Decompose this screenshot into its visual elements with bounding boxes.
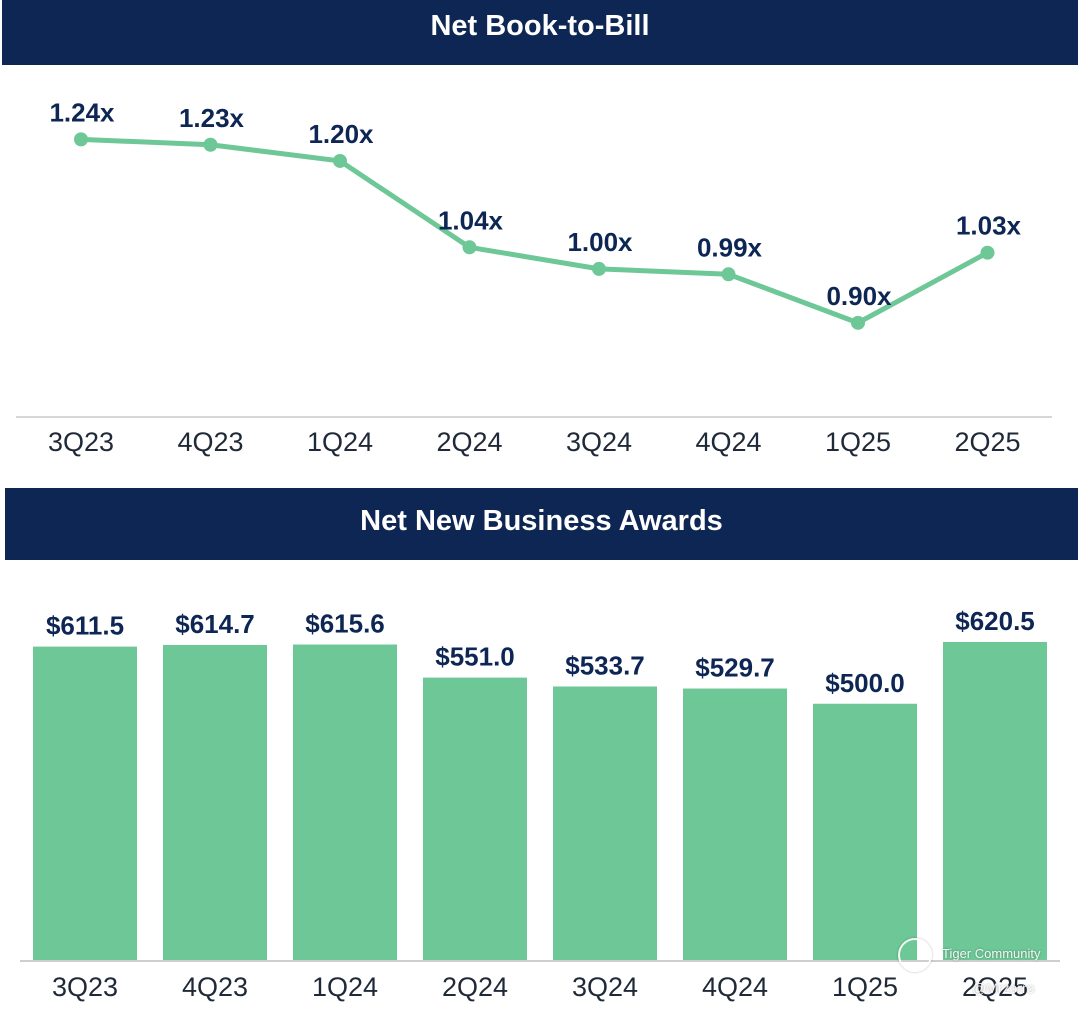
x-tick-label: 3Q23: [48, 427, 114, 457]
data-point: [592, 261, 606, 276]
x-tick-label: 2Q25: [954, 427, 1020, 457]
x-tick-label: 2Q24: [436, 427, 502, 457]
data-label: 1.24x: [49, 97, 115, 127]
x-tick-label: 1Q25: [832, 972, 898, 1002]
watermark: Tiger Community @Mrzorro: [898, 938, 1058, 1008]
bar: [33, 646, 137, 960]
book-to-bill-line-chart: 1.24x 3Q23 1.23x 4Q23 1.20x 1Q24 1.04x 2Q24 1.00…: [16, 97, 1052, 457]
x-tick-label: 2Q25: [962, 972, 1028, 1002]
x-tick-label: 4Q24: [702, 972, 768, 1002]
data-label: $529.7: [695, 653, 775, 683]
data-label: 1.00x: [567, 227, 633, 257]
book-to-bill-title: Net Book-to-Bill: [2, 0, 1078, 65]
data-point: [980, 245, 995, 260]
bar: [943, 642, 1047, 960]
x-tick-label: 4Q23: [182, 972, 248, 1002]
bar: [163, 644, 267, 960]
data-label: $620.5: [955, 606, 1035, 636]
data-label: 1.04x: [438, 205, 504, 235]
x-tick-label: 4Q23: [177, 427, 243, 457]
bar: [293, 644, 397, 960]
data-label: $533.7: [565, 650, 645, 680]
x-tick-label: 3Q24: [572, 972, 638, 1002]
data-point: [74, 132, 88, 147]
watermark-handle: @Mrzorro: [972, 980, 1035, 996]
bar: [813, 703, 917, 960]
data-label: $551.0: [435, 642, 515, 672]
watermark-brand: Tiger Community: [942, 946, 1041, 961]
bar: [423, 677, 527, 960]
data-point: [721, 267, 736, 282]
x-tick-label: 3Q24: [566, 427, 632, 457]
data-point: [333, 153, 347, 168]
data-label: $611.5: [46, 611, 124, 641]
bar: [683, 688, 787, 960]
tiger-logo-icon: [898, 938, 932, 972]
data-point: [462, 240, 477, 255]
bar: [553, 686, 657, 960]
data-label: $614.7: [175, 609, 255, 639]
data-point: [851, 315, 865, 330]
series-line: [80, 136, 989, 326]
data-label: 1.20x: [308, 119, 374, 149]
x-tick-label: 1Q24: [312, 972, 378, 1002]
x-tick-label: 2Q24: [442, 972, 508, 1002]
x-tick-label: 4Q24: [695, 427, 761, 457]
data-label: 1.03x: [956, 211, 1022, 241]
data-label: 1.23x: [179, 103, 245, 133]
data-label: $500.0: [825, 668, 905, 698]
x-tick-label: 3Q23: [52, 972, 118, 1002]
data-point: [203, 137, 218, 152]
data-label: 0.90x: [826, 281, 892, 311]
data-label: $615.6: [305, 609, 385, 639]
x-tick-label: 1Q24: [307, 427, 373, 457]
x-tick-label: 1Q25: [825, 427, 891, 457]
data-label: 0.99x: [697, 232, 763, 262]
awards-title: Net New Business Awards: [5, 488, 1078, 560]
